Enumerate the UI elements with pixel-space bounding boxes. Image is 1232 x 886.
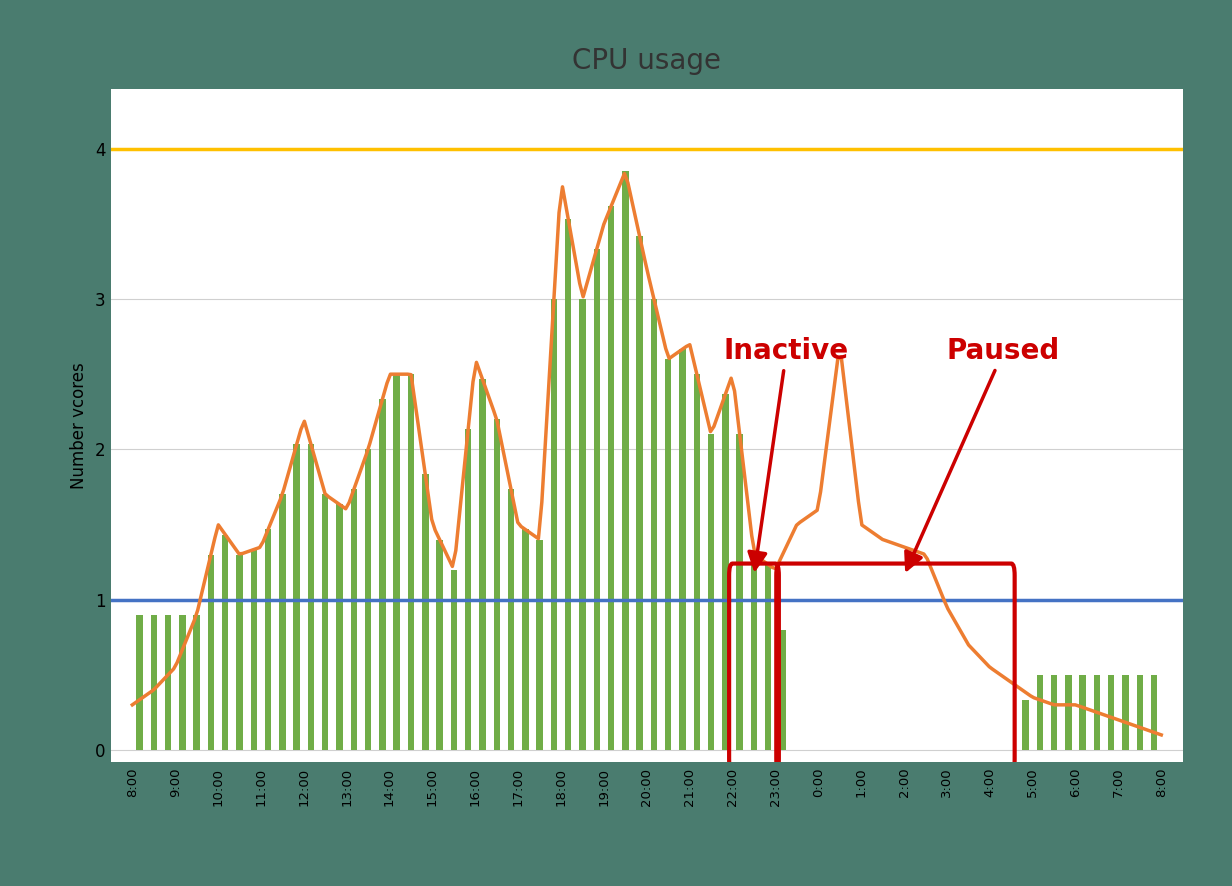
Bar: [265, 530, 271, 750]
Bar: [1079, 675, 1085, 750]
Bar: [1137, 675, 1143, 750]
Bar: [408, 374, 414, 750]
Bar: [708, 434, 715, 750]
Bar: [536, 540, 543, 750]
Bar: [508, 489, 514, 750]
Bar: [750, 555, 758, 750]
Bar: [551, 299, 557, 750]
Bar: [1066, 675, 1072, 750]
Text: Paused: Paused: [906, 338, 1061, 570]
Bar: [765, 564, 771, 750]
Bar: [694, 374, 700, 750]
Bar: [179, 615, 186, 750]
Bar: [336, 504, 342, 750]
Bar: [1108, 675, 1115, 750]
Bar: [1122, 675, 1129, 750]
Bar: [579, 299, 585, 750]
Bar: [250, 549, 257, 750]
Bar: [722, 394, 728, 750]
Bar: [308, 444, 314, 750]
Bar: [322, 494, 329, 750]
Bar: [193, 615, 200, 750]
Bar: [1051, 675, 1057, 750]
Y-axis label: Number vcores: Number vcores: [70, 361, 87, 489]
Bar: [379, 400, 386, 750]
Bar: [565, 219, 572, 750]
Bar: [137, 615, 143, 750]
Bar: [451, 570, 457, 750]
Bar: [1036, 675, 1044, 750]
Bar: [1094, 675, 1100, 750]
Bar: [351, 489, 357, 750]
Bar: [650, 299, 657, 750]
Bar: [1151, 675, 1157, 750]
Bar: [494, 419, 500, 750]
Bar: [393, 374, 400, 750]
Bar: [594, 249, 600, 750]
Bar: [607, 206, 615, 750]
Bar: [436, 540, 442, 750]
Bar: [479, 379, 485, 750]
Bar: [665, 359, 671, 750]
Bar: [293, 444, 299, 750]
Bar: [222, 534, 228, 750]
Bar: [150, 615, 156, 750]
Text: Inactive: Inactive: [724, 338, 849, 569]
Bar: [237, 555, 243, 750]
Bar: [780, 630, 786, 750]
Bar: [1023, 700, 1029, 750]
Bar: [622, 171, 628, 750]
Bar: [165, 615, 171, 750]
Bar: [365, 449, 371, 750]
Bar: [679, 349, 686, 750]
Bar: [637, 237, 643, 750]
Bar: [280, 494, 286, 750]
Title: CPU usage: CPU usage: [573, 47, 721, 75]
Bar: [522, 530, 529, 750]
Bar: [208, 555, 214, 750]
Bar: [423, 474, 429, 750]
Bar: [464, 430, 472, 750]
Bar: [737, 434, 743, 750]
